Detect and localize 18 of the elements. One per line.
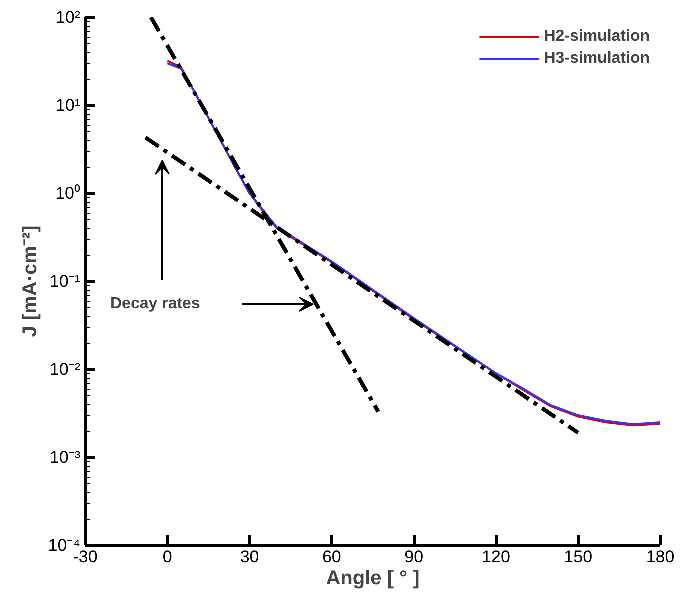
x-tick-label: 180 bbox=[646, 548, 675, 566]
y-tick-label: 10⁻¹ bbox=[50, 272, 81, 291]
y-tick-label: 10¹ bbox=[56, 96, 81, 115]
x-tick-label: 30 bbox=[240, 548, 260, 566]
x-tick-label: 90 bbox=[404, 548, 424, 566]
y-axis-title: J [mA·cm⁻²] bbox=[19, 226, 42, 338]
x-tick-label: 60 bbox=[322, 548, 342, 566]
y-tick-label: 10⁻² bbox=[50, 360, 81, 379]
legend-label: H3-simulation bbox=[544, 50, 650, 68]
legend-label: H2-simulation bbox=[544, 28, 650, 46]
x-axis-title: Angle [ ° ] bbox=[326, 568, 420, 590]
y-tick-label: 10² bbox=[56, 8, 81, 27]
y-tick-label: 10⁰ bbox=[56, 184, 81, 203]
annotation: Decay rates bbox=[110, 296, 200, 312]
x-tick-label: 150 bbox=[564, 548, 593, 566]
y-tick-label: 10⁻³ bbox=[50, 448, 81, 467]
x-tick-label: 0 bbox=[162, 548, 172, 566]
x-tick-label: 120 bbox=[482, 548, 510, 566]
